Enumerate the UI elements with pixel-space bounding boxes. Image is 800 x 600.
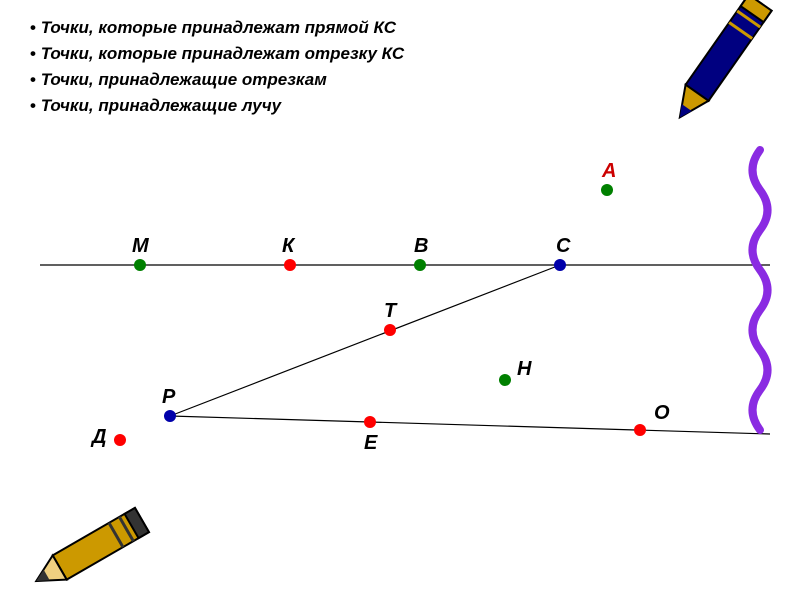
point-label-M: М (132, 235, 149, 258)
point-label-T: Т (384, 300, 396, 323)
point-label-B: В (414, 235, 428, 258)
point-label-O: О (654, 402, 670, 425)
point-label-K: К (282, 235, 294, 258)
point-label-E: Е (364, 432, 377, 455)
point-label-P: Р (162, 386, 175, 409)
slide-container: Точки, которые принадлежат прямой КС Точ… (0, 0, 800, 600)
point-label-C: С (556, 235, 570, 258)
point-label-H: Н (517, 358, 531, 381)
point-label-A: А (602, 160, 616, 183)
geometry-diagram (0, 0, 800, 600)
point-label-D: Д (92, 426, 106, 449)
